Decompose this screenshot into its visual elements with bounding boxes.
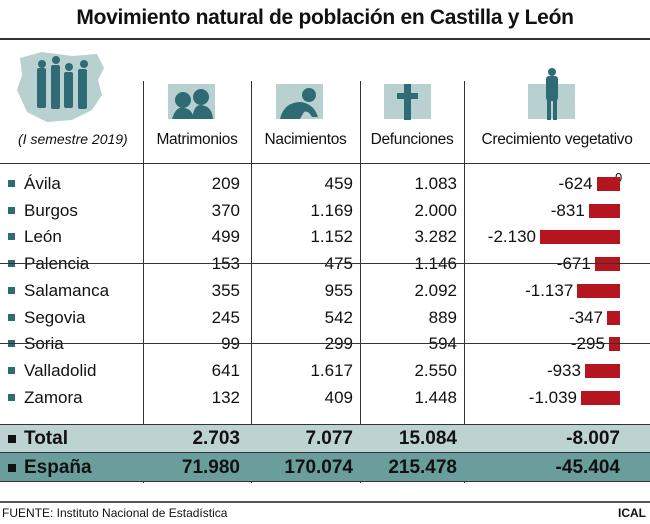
bullet-icon	[8, 366, 15, 374]
header-defunciones: Defunciones	[370, 131, 454, 148]
matrimonios-value: 370	[211, 200, 240, 220]
crecimiento-value: -2.130	[487, 227, 536, 247]
table-row: Segovia 245 542 889 -347	[0, 304, 650, 331]
footer-divider	[0, 501, 650, 503]
crecimiento-bar	[606, 310, 620, 325]
matrimonios-value: 71.980	[181, 457, 240, 478]
bullet-icon	[8, 464, 16, 472]
crecimiento-bar	[608, 337, 620, 352]
crecimiento-bar	[594, 257, 620, 272]
row-label: Burgos	[24, 200, 78, 220]
source-note: FUENTE: Instituto Nacional de Estadístic…	[2, 506, 228, 520]
row-label: Segovia	[24, 307, 86, 327]
divider	[0, 452, 650, 453]
defunciones-value: 2.000	[414, 200, 457, 220]
brand-label: ICAL	[618, 506, 646, 520]
total-row: Total 2.703 7.077 15.084 -8.007	[0, 424, 650, 453]
crecimiento-value: -1.137	[525, 280, 574, 300]
crecimiento-value: -831	[550, 200, 585, 220]
nacimientos-value: 1.617	[310, 360, 353, 380]
bullet-icon	[8, 393, 15, 401]
matrimonios-value: 499	[211, 227, 240, 247]
column-divider	[143, 81, 144, 483]
parent-child-icon	[528, 68, 575, 120]
crecimiento-value: -1.039	[528, 387, 577, 407]
crecimiento-bar	[580, 390, 620, 405]
period-label: (I semestre 2019)	[18, 131, 128, 147]
defunciones-value: 1.083	[414, 174, 457, 193]
defunciones-value: 1.448	[414, 387, 457, 407]
row-label: España	[24, 457, 92, 478]
defunciones-value: 2.092	[414, 280, 457, 300]
table-row: Valladolid 641 1.617 2.550 -933	[0, 357, 650, 384]
table-row: Zamora 132 409 1.448 -1.039	[0, 384, 650, 411]
nacimientos-value: 1.152	[310, 227, 353, 247]
nacimientos-value: 1.169	[310, 200, 353, 220]
crecimiento-value: -933	[546, 360, 581, 380]
header-nacimientos: Nacimientos	[264, 131, 347, 148]
row-label: Zamora	[24, 387, 83, 407]
bullet-icon	[8, 180, 15, 187]
cross-icon	[384, 84, 431, 120]
matrimonios-value: 355	[211, 280, 240, 300]
couple-icon	[168, 84, 215, 119]
divider	[0, 163, 650, 164]
row-label: Ávila	[24, 174, 61, 193]
nacimientos-value: 459	[324, 174, 353, 193]
matrimonios-value: 209	[211, 174, 240, 193]
column-divider	[251, 81, 252, 483]
bullet-icon	[8, 435, 16, 443]
crecimiento-bar	[540, 230, 620, 245]
divider	[0, 38, 650, 40]
bullet-icon	[8, 286, 15, 294]
row-label: León	[24, 227, 62, 247]
bullet-icon	[8, 206, 15, 214]
divider	[0, 263, 650, 264]
nacimientos-value: 955	[324, 280, 353, 300]
crecimiento-bar	[596, 177, 620, 191]
crecimiento-value: -45.404	[555, 457, 620, 478]
crecimiento-bar	[584, 363, 620, 378]
people-map-icon	[17, 52, 104, 122]
header-crecimiento: Crecimiento vegetativo	[481, 131, 633, 148]
crecimiento-value: -624	[558, 174, 593, 193]
table-row: Ávila 209 459 1.083 -624	[0, 170, 650, 197]
header-matrimonios: Matrimonios	[156, 131, 238, 148]
divider	[0, 424, 650, 425]
defunciones-value: 3.282	[414, 227, 457, 247]
matrimonios-value: 245	[211, 307, 240, 327]
page-title: Movimiento natural de población en Casti…	[76, 6, 574, 29]
row-label: Valladolid	[24, 360, 97, 380]
row-label: Salamanca	[24, 280, 110, 300]
defunciones-value: 2.550	[414, 360, 457, 380]
crecimiento-bar	[577, 283, 620, 298]
baby-icon	[276, 84, 323, 119]
table-row: Burgos 370 1.169 2.000 -831	[0, 197, 650, 224]
spain-row: España 71.980 170.074 215.478 -45.404	[0, 453, 650, 482]
nacimientos-value: 170.074	[284, 457, 353, 478]
column-divider	[360, 81, 361, 483]
divider	[0, 343, 650, 344]
table-row: León 499 1.152 3.282 -2.130	[0, 223, 650, 250]
defunciones-value: 889	[428, 307, 457, 327]
table-row: Salamanca 355 955 2.092 -1.137	[0, 277, 650, 304]
nacimientos-value: 542	[324, 307, 353, 327]
crecimiento-value: -8.007	[566, 428, 620, 449]
row-label: Total	[24, 428, 68, 449]
defunciones-value: 215.478	[388, 457, 457, 478]
matrimonios-value: 132	[211, 387, 240, 407]
matrimonios-value: 2.703	[192, 428, 240, 449]
bullet-icon	[8, 313, 15, 321]
bullet-icon	[8, 233, 15, 241]
nacimientos-value: 409	[324, 387, 353, 407]
crecimiento-bar	[588, 203, 620, 218]
column-divider	[464, 81, 465, 483]
crecimiento-value: -347	[568, 307, 603, 327]
nacimientos-value: 7.077	[305, 428, 353, 449]
defunciones-value: 15.084	[398, 428, 457, 449]
matrimonios-value: 641	[211, 360, 240, 380]
